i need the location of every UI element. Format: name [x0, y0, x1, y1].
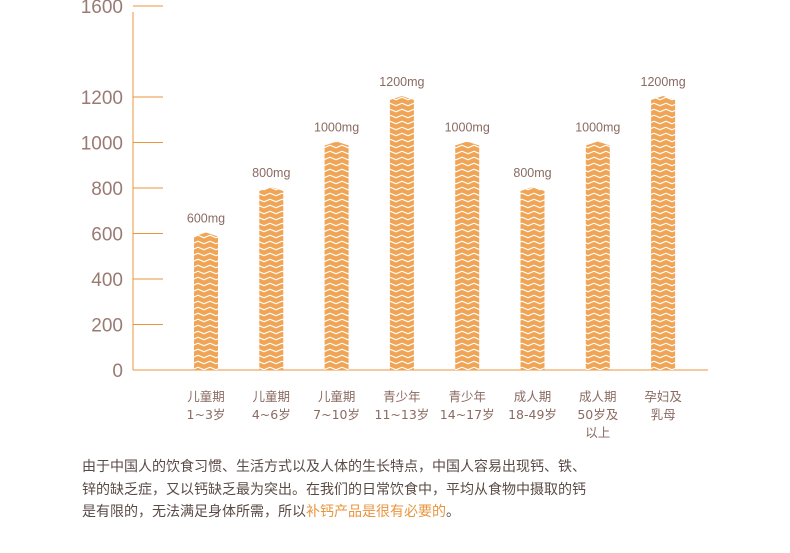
y-tick-label: 600 [91, 225, 123, 246]
bar [651, 96, 676, 370]
x-category-label: 儿童期 [187, 389, 225, 404]
caption-line-3-suffix: 。 [446, 504, 460, 520]
x-category-label: 50岁及 [577, 407, 618, 422]
caption-line-2: 锌的缺乏症，又以钙缺乏最为突出。在我们的日常饮食中，平均从食物中摄取的钙 [82, 481, 586, 498]
x-category-label: 4~6岁 [252, 407, 291, 422]
bar-value-label: 1200mg [641, 75, 686, 89]
y-tick-label: 1600 [81, 0, 123, 18]
x-category-label: 青少年 [448, 389, 486, 404]
x-category-label: 7~10岁 [313, 407, 360, 422]
x-category-label: 18-49岁 [508, 407, 557, 422]
y-tick-label: 400 [91, 270, 123, 291]
bar [455, 141, 480, 370]
bar [194, 232, 218, 370]
bar-value-label: 1000mg [314, 121, 359, 135]
bar [389, 96, 414, 370]
x-category-label: 青少年 [383, 389, 421, 404]
bar [324, 141, 349, 370]
caption-highlight: 补钙产品是很有必要的 [306, 504, 446, 520]
bar-value-label: 1000mg [445, 121, 490, 135]
x-category-label: 乳母 [651, 407, 676, 422]
bar [520, 187, 545, 370]
x-category-label: 以上 [585, 425, 610, 440]
bar-value-label: 800mg [513, 166, 551, 180]
bar [259, 187, 284, 370]
y-tick-label: 1200 [81, 88, 123, 109]
x-category-label: 1~3岁 [187, 407, 226, 422]
bar-value-label: 600mg [187, 212, 225, 226]
y-tick-label: 800 [91, 179, 123, 200]
caption-line-1: 由于中国人的饮食习惯、生活方式以及人体的生长特点，中国人容易出现钙、铁、 [82, 459, 586, 475]
x-category-label: 成人期 [579, 389, 617, 404]
bar-value-label: 1200mg [379, 75, 424, 89]
caption-line-3-prefix: 是有限的，无法满足身体所需，所以 [82, 504, 306, 520]
x-category-label: 儿童期 [253, 389, 291, 404]
bar-value-label: 800mg [252, 166, 290, 180]
y-tick-label: 200 [91, 316, 123, 337]
x-category-label: 孕妇及 [644, 389, 682, 404]
x-category-label: 成人期 [514, 389, 552, 404]
x-category-label: 儿童期 [318, 389, 356, 404]
caption-text: 由于中国人的饮食习惯、生活方式以及人体的生长特点，中国人容易出现钙、铁、 锌的缺… [82, 456, 722, 524]
x-category-label: 11~13岁 [375, 407, 430, 422]
bar [585, 141, 610, 370]
bar-value-label: 1000mg [575, 121, 620, 135]
x-category-label: 14~17岁 [440, 407, 495, 422]
y-tick-label: 1000 [81, 134, 123, 155]
y-tick-label: 0 [112, 361, 123, 382]
